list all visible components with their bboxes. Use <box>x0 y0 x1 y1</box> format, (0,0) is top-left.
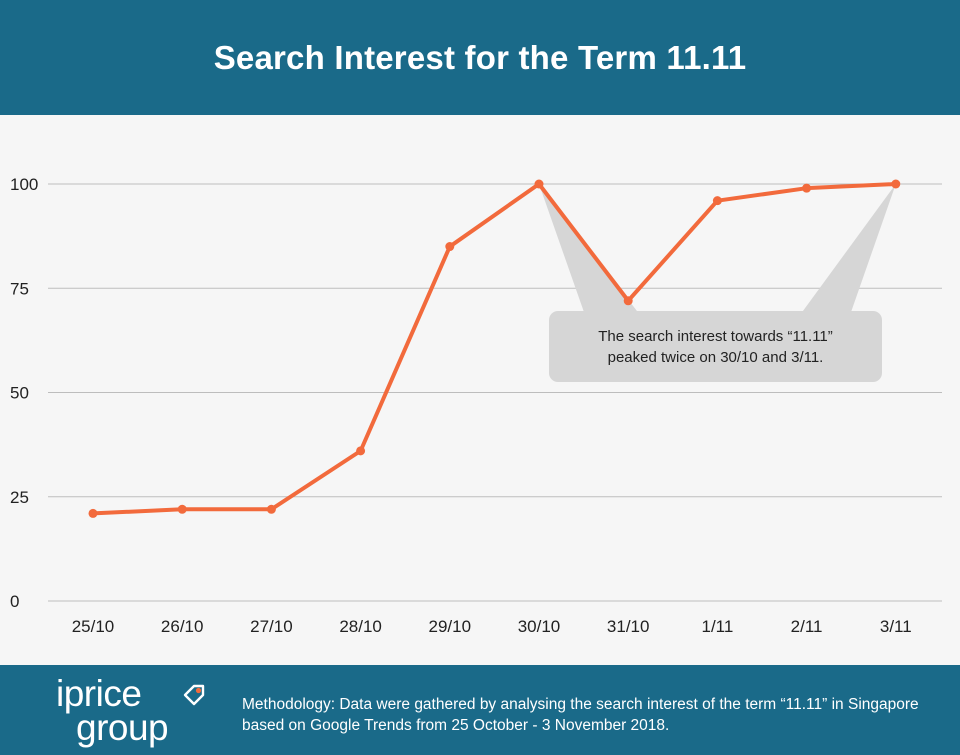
x-tick-label: 3/11 <box>880 617 912 636</box>
x-tick-label: 2/11 <box>791 617 823 636</box>
data-point <box>445 242 455 252</box>
data-point <box>177 504 187 514</box>
methodology-note: Methodology: Data were gathered by analy… <box>242 696 919 734</box>
annotation-line-1: The search interest towards “11.11” <box>598 327 833 345</box>
data-point <box>266 504 276 514</box>
data-point <box>712 196 722 206</box>
x-tick-label: 31/10 <box>607 617 650 636</box>
annotation-callout: The search interest towards “11.11” peak… <box>549 311 882 382</box>
tag-icon <box>183 684 205 706</box>
data-point <box>534 179 544 189</box>
x-tick-label: 29/10 <box>429 617 472 636</box>
data-point <box>88 508 98 518</box>
y-tick-label: 25 <box>10 488 29 507</box>
y-tick-label: 100 <box>10 175 38 194</box>
data-point <box>623 296 633 306</box>
y-tick-label: 75 <box>10 279 29 298</box>
x-tick-label: 30/10 <box>518 617 561 636</box>
logo-text-group: group <box>76 707 169 748</box>
data-point <box>356 446 366 456</box>
series-line <box>91 182 898 516</box>
footer: iprice group Methodology: Data were gath… <box>0 665 960 755</box>
x-tick-label: 26/10 <box>161 617 204 636</box>
data-point <box>891 179 901 189</box>
line-chart: 0 25 50 75 100 25/10 26/10 27/10 28/10 29/10 30/10… <box>10 175 942 636</box>
iprice-group-logo: iprice group <box>55 673 225 749</box>
x-tick-label: 25/10 <box>72 617 115 636</box>
callout-pointer-right <box>800 184 896 315</box>
chart-title: Search Interest for the Term 11.11 <box>213 38 747 76</box>
chart-area: 0 25 50 75 100 25/10 26/10 27/10 28/10 29/10 30/10… <box>0 115 960 665</box>
y-tick-label: 50 <box>10 384 29 403</box>
logo-text-iprice: iprice <box>56 673 142 714</box>
y-tick-label: 0 <box>10 592 19 611</box>
x-tick-label: 1/11 <box>701 617 733 636</box>
x-tick-label: 27/10 <box>250 617 293 636</box>
data-point <box>802 183 812 193</box>
chart-header: Search Interest for the Term 11.11 <box>0 0 960 115</box>
x-tick-label: 28/10 <box>339 617 382 636</box>
annotation-line-2: peaked twice on 30/10 and 3/11. <box>607 348 824 366</box>
